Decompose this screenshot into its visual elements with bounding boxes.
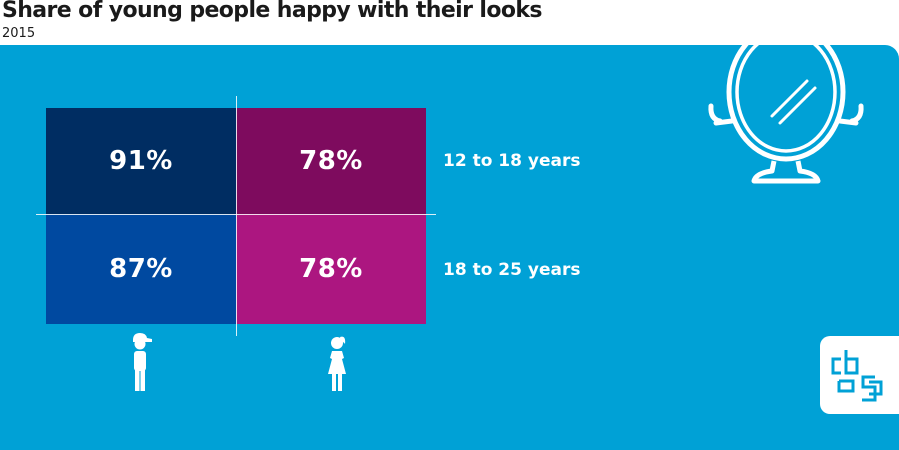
chart-panel: 91% 78% 87% 78% 12 to 18 years 18 to 25 … [0,45,899,450]
cell-boys-12-18: 91% [46,108,236,214]
cell-boys-18-25: 87% [46,214,236,324]
grid-divider-vertical [236,96,237,336]
cell-girls-12-18: 78% [236,108,426,214]
boy-icon [133,333,152,391]
value-label-boys-18-25: 87% [109,254,173,284]
row-label-12-18: 12 to 18 years [443,151,581,171]
value-label-boys-12-18: 91% [109,146,173,176]
value-label-girls-18-25: 78% [299,254,363,284]
cbs-logo-icon [831,350,883,402]
chart-title: Share of young people happy with their l… [2,0,543,23]
grid-divider-horizontal [36,214,436,215]
cell-girls-18-25: 78% [236,214,426,324]
girl-icon [328,336,346,391]
chart-subtitle: 2015 [2,26,36,41]
cbs-logo [820,336,899,414]
value-label-girls-12-18: 78% [299,146,363,176]
mirror-icon [708,45,864,184]
row-label-18-25: 18 to 25 years [443,260,581,280]
